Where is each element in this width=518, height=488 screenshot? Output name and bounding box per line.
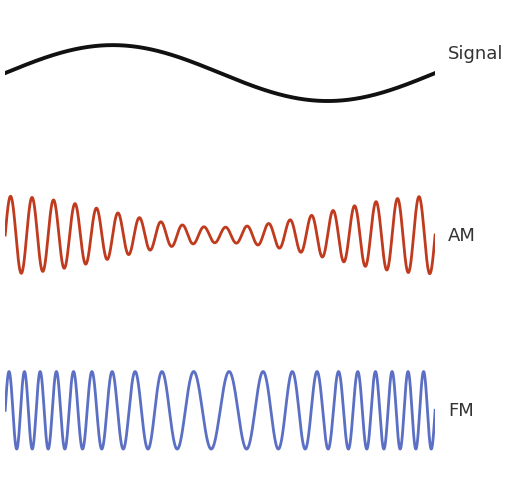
Text: Signal: Signal: [448, 45, 503, 63]
Text: FM: FM: [448, 402, 474, 420]
Text: AM: AM: [448, 226, 476, 244]
